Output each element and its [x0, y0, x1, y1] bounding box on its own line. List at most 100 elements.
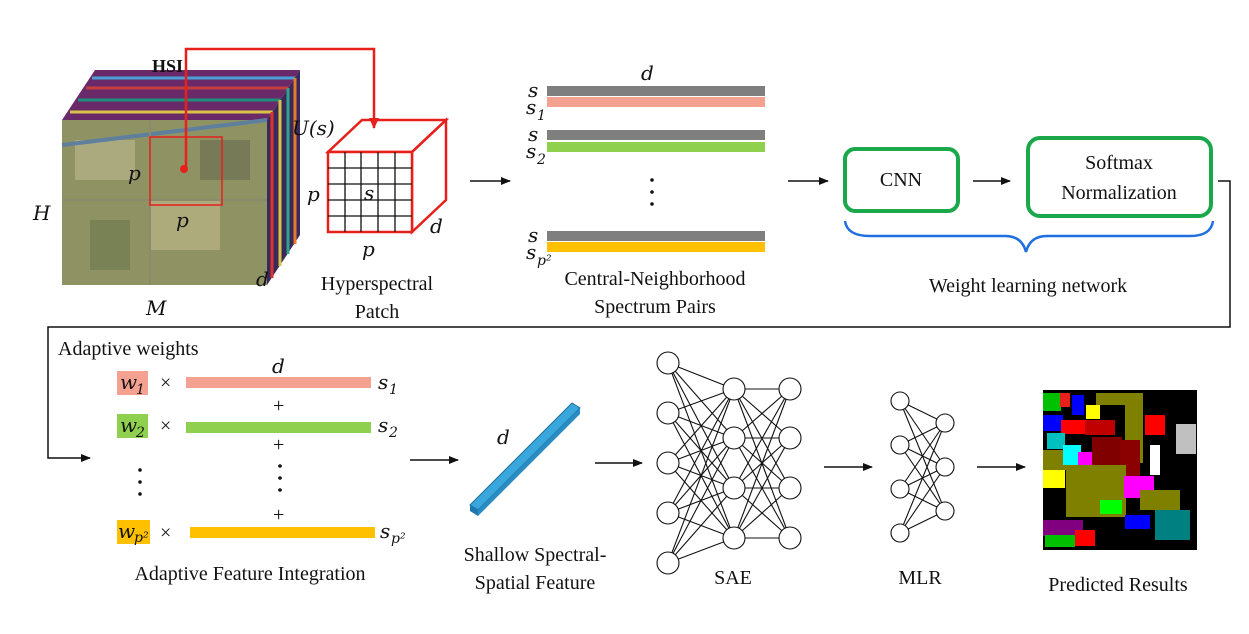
- mlr-node: [890, 479, 910, 499]
- mlr-edge: [899, 422, 946, 490]
- sae-edge: [733, 437, 791, 539]
- svg-text:s: s: [528, 122, 538, 146]
- sae-edge: [667, 437, 735, 564]
- shallow-feature-bar: [469, 402, 581, 516]
- sae-node: [778, 476, 802, 500]
- hsi-dim-p1: p: [128, 161, 141, 185]
- cnn-box: [843, 147, 960, 213]
- sae-edge: [667, 537, 735, 564]
- patch-extract-arrow: [184, 47, 379, 169]
- pairs-caption-2: Spectrum Pairs: [594, 296, 716, 318]
- svg-text:s: s: [526, 95, 536, 119]
- svg-text:1: 1: [389, 382, 398, 398]
- sae-edge: [733, 487, 791, 539]
- feature-caption-1: Shallow Spectral-: [464, 544, 607, 566]
- hsi-dim-m: M: [145, 296, 167, 320]
- integration-row-1: w 1 × s 1: [117, 370, 398, 398]
- patch-caption-2: Patch: [355, 301, 399, 323]
- pairs-caption-1: Central-Neighborhood: [564, 268, 745, 290]
- plus-3: +: [273, 504, 284, 526]
- svg-text:w: w: [120, 413, 137, 437]
- sae-edge: [733, 388, 791, 539]
- hsi-dim-d: d: [256, 267, 269, 291]
- patch-dim-p-bottom: p: [362, 237, 375, 261]
- sae-node: [722, 426, 746, 450]
- integration-dim-d: d: [272, 354, 285, 378]
- svg-text:1: 1: [537, 108, 546, 124]
- mlr-edge: [899, 422, 946, 534]
- svg-text:s: s: [378, 413, 388, 437]
- sae-edge: [733, 388, 791, 489]
- pairs-ellipsis: [650, 178, 654, 206]
- plus-1: +: [273, 395, 284, 417]
- patch-center-s: s: [364, 181, 374, 205]
- cnn-label: CNN: [880, 169, 922, 191]
- sae-node: [656, 551, 680, 575]
- sae-edge: [667, 388, 735, 464]
- sae-node: [656, 501, 680, 525]
- adaptive-weights-header: Adaptive weights: [58, 338, 199, 360]
- weights-feedback-arrow: [47, 180, 1231, 462]
- pairs-dim-d: d: [641, 61, 654, 85]
- sae-edge: [733, 388, 791, 439]
- pair-row-3: s s p²: [526, 223, 765, 269]
- pair-row-1: s s 1: [526, 78, 765, 124]
- feature-caption-2: Spatial Feature: [475, 572, 596, 594]
- sae-node: [656, 451, 680, 475]
- svg-text:s: s: [528, 223, 538, 247]
- svg-text:p²: p²: [391, 531, 406, 547]
- svg-text:w: w: [118, 519, 135, 543]
- mlr-node: [890, 435, 910, 455]
- hsi-cube-top: [62, 70, 300, 120]
- svg-text:1: 1: [136, 382, 145, 398]
- mlr-node: [890, 391, 910, 411]
- result-caption: Predicted Results: [1048, 574, 1188, 596]
- mlr-node: [935, 413, 955, 433]
- sae-edge: [667, 362, 735, 390]
- weight-net-brace: [843, 220, 1215, 253]
- svg-text:p²: p²: [134, 530, 149, 546]
- patch-caption-1: Hyperspectral: [321, 273, 434, 295]
- sae-node: [778, 526, 802, 550]
- pair-row-2: s s 2: [526, 122, 765, 168]
- svg-text:p²: p²: [537, 253, 552, 269]
- svg-text:2: 2: [135, 425, 145, 441]
- svg-text:s: s: [526, 240, 536, 264]
- sae-node: [778, 426, 802, 450]
- svg-text:×: ×: [160, 522, 171, 544]
- hsi-dim-p2: p: [176, 208, 189, 232]
- sae-node: [656, 351, 680, 375]
- hsi-cube: [61, 70, 300, 285]
- plus-2: +: [273, 434, 284, 456]
- mlr-node: [890, 523, 910, 543]
- svg-text:×: ×: [160, 372, 171, 394]
- mlr-network: [890, 391, 955, 543]
- sae-node: [778, 377, 802, 401]
- predicted-map: [1043, 390, 1197, 550]
- svg-text:2: 2: [536, 152, 546, 168]
- hsi-dim-h: H: [32, 201, 51, 225]
- mlr-caption: MLR: [898, 567, 942, 589]
- softmax-label-2: Normalization: [1061, 182, 1177, 204]
- integration-row-3: w p² × s p²: [117, 519, 406, 547]
- svg-text:s: s: [380, 519, 390, 543]
- integration-caption: Adaptive Feature Integration: [134, 563, 365, 585]
- integration-ellipsis: [138, 464, 282, 496]
- sae-network: [656, 351, 802, 575]
- weight-net-caption: Weight learning network: [929, 275, 1127, 297]
- sae-node: [722, 526, 746, 550]
- svg-text:s: s: [528, 78, 538, 102]
- mlr-edge: [899, 466, 946, 534]
- integration-row-2: w 2 × s 2: [117, 413, 398, 441]
- feature-dim-d: d: [497, 425, 510, 449]
- softmax-box: [1026, 136, 1213, 218]
- hsi-cube-side: [267, 70, 300, 285]
- svg-text:×: ×: [160, 415, 171, 437]
- sae-node: [656, 401, 680, 425]
- sae-node: [722, 476, 746, 500]
- sae-node: [722, 377, 746, 401]
- sae-edge: [667, 388, 735, 564]
- patch-dim-p-left: p: [307, 182, 320, 206]
- mlr-node: [935, 457, 955, 477]
